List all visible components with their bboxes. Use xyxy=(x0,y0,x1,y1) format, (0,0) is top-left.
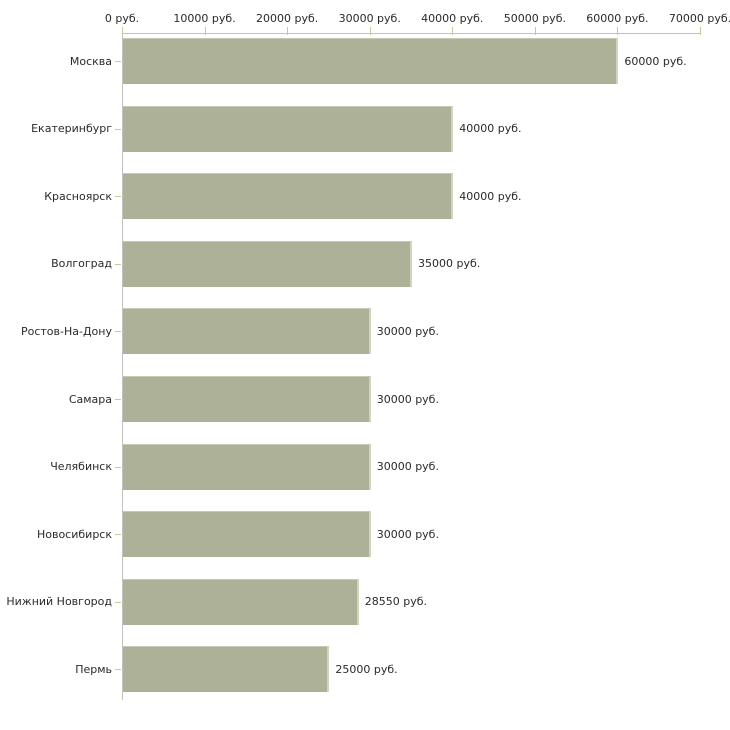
category-label: Пермь xyxy=(75,662,112,676)
bar xyxy=(123,443,371,490)
bar xyxy=(123,308,371,355)
category-tick xyxy=(115,669,121,671)
y-axis-line xyxy=(122,33,123,700)
x-axis-tick-label: 20000 руб. xyxy=(256,12,319,25)
value-label: 40000 руб. xyxy=(459,189,522,203)
bar xyxy=(123,240,412,287)
x-axis-tick xyxy=(369,27,371,35)
category-tick xyxy=(115,331,121,333)
x-axis-tick-label: 30000 руб. xyxy=(338,12,401,25)
category-label: Екатеринбург xyxy=(31,122,112,136)
x-axis-tick-label: 40000 руб. xyxy=(421,12,484,25)
category-tick xyxy=(115,263,121,265)
bar xyxy=(123,578,359,625)
value-label: 30000 руб. xyxy=(376,460,439,474)
category-tick xyxy=(115,466,121,468)
x-axis-tick-label: 50000 руб. xyxy=(503,12,566,25)
category-tick xyxy=(115,61,121,62)
x-axis-tick xyxy=(617,27,619,35)
value-label: 60000 руб. xyxy=(624,54,687,68)
x-axis-tick xyxy=(122,27,123,35)
x-axis-tick xyxy=(204,27,206,35)
category-tick xyxy=(115,196,121,198)
category-tick xyxy=(115,399,121,400)
x-axis-tick xyxy=(452,27,454,35)
bar xyxy=(123,376,371,422)
x-axis-tick xyxy=(534,27,536,35)
category-label: Новосибирск xyxy=(36,527,112,541)
x-axis-tick xyxy=(700,27,701,35)
category-label: Самара xyxy=(68,392,112,406)
category-label: Москва xyxy=(69,54,112,68)
category-tick xyxy=(115,534,121,536)
x-axis-line xyxy=(122,33,701,34)
category-label: Красноярск xyxy=(44,189,112,203)
x-axis-tick-label: 10000 руб. xyxy=(173,12,236,25)
value-label: 30000 руб. xyxy=(376,324,439,338)
category-label: Ростов-На-Дону xyxy=(20,324,112,338)
value-label: 25000 руб. xyxy=(335,662,398,676)
value-label: 40000 руб. xyxy=(459,122,522,136)
category-tick xyxy=(115,128,121,130)
category-label: Нижний Новгород xyxy=(6,595,112,609)
value-label: 30000 руб. xyxy=(376,527,439,541)
value-label: 28550 руб. xyxy=(364,595,427,609)
value-label: 30000 руб. xyxy=(376,392,439,406)
value-label: 35000 руб. xyxy=(418,257,481,271)
bar xyxy=(123,511,371,558)
x-axis-tick-label: 60000 руб. xyxy=(586,12,649,25)
bar xyxy=(123,105,454,152)
bar xyxy=(123,38,619,84)
bar xyxy=(123,646,330,693)
category-label: Челябинск xyxy=(50,460,112,474)
category-tick xyxy=(115,601,121,603)
bar xyxy=(123,173,454,220)
x-axis-tick xyxy=(287,27,289,35)
x-axis-tick-label: 70000 руб. xyxy=(668,12,730,25)
category-label: Волгоград xyxy=(51,257,112,271)
x-axis-tick-label: 0 руб. xyxy=(104,12,140,25)
